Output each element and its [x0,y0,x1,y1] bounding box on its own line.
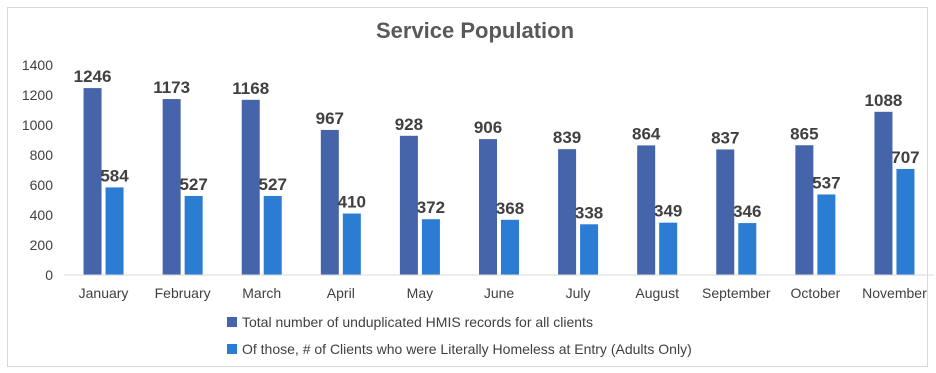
data-label: 707 [891,148,919,167]
data-label: 368 [496,199,524,218]
legend: Total number of unduplicated HMIS record… [227,314,692,357]
data-label: 837 [711,128,739,147]
bar-total-april [320,129,339,275]
bar-total-july [558,149,577,275]
y-tick-label: 1200 [22,87,53,103]
legend-swatch [227,317,237,327]
data-label: 839 [553,128,581,147]
y-tick-label: 0 [45,267,53,283]
x-tick-label: July [566,285,591,301]
bar-total-september [716,149,735,275]
bar-homeless-february [184,195,203,275]
bar-total-february [162,99,181,275]
data-label: 1168 [232,79,269,98]
x-tick-label: September [702,285,771,301]
bar-homeless-september [738,223,757,275]
bar-total-june [479,139,497,275]
data-label: 1173 [153,78,190,97]
data-labels: 1246 584 1173 527 1168 527 967 410 928 372 906 368 8… [74,67,920,222]
data-label: 410 [338,193,366,212]
data-label: 967 [316,109,344,128]
bar-total-august [637,145,656,275]
legend-label: Total number of unduplicated HMIS record… [242,314,593,330]
data-label: 865 [790,124,818,143]
bar-homeless-july [580,224,599,275]
data-label: 1088 [865,91,903,110]
bar-homeless-march [263,195,282,275]
data-label: 864 [632,124,661,143]
legend-swatch [227,344,237,354]
bar-total-october [795,145,814,275]
y-tick-label: 400 [30,207,54,223]
legend-label: Of those, # of Clients who were Literall… [242,341,692,357]
data-label: 527 [179,175,207,194]
y-axis: 0 200 400 600 800 1000 1200 1400 [22,57,53,283]
bar-homeless-october [817,194,836,275]
x-tick-label: November [862,285,927,301]
y-tick-label: 800 [30,147,54,163]
bars [83,88,915,275]
bar-total-may [399,135,418,275]
bar-homeless-january [105,187,124,275]
bar-total-november [874,111,893,275]
bar-homeless-may [421,219,440,275]
y-tick-label: 600 [30,177,54,193]
bar-total-january [83,88,102,275]
y-tick-label: 1400 [22,57,53,73]
bar-homeless-november [896,168,915,275]
chart-frame [7,7,928,367]
x-tick-label: April [327,285,355,301]
data-label: 349 [654,202,682,221]
data-label: 338 [575,203,603,222]
data-label: 906 [474,118,502,137]
x-tick-label: June [484,285,515,301]
x-axis: January February March April May June July Augu… [64,274,934,301]
bar-homeless-april [342,213,361,275]
data-label: 346 [733,202,761,221]
y-tick-label: 1000 [22,117,53,133]
bar-homeless-june [501,219,519,275]
data-label: 537 [812,173,840,192]
x-tick-label: May [407,285,433,301]
chart-title: Service Population [376,18,574,43]
data-label: 584 [100,166,129,185]
data-label: 1246 [74,67,112,86]
x-tick-label: January [79,285,129,301]
bar-homeless-august [659,222,678,275]
bar-total-march [241,99,260,275]
data-label: 372 [417,198,445,217]
data-label: 928 [395,115,423,134]
x-tick-label: August [635,285,679,301]
x-tick-label: October [790,285,840,301]
data-label: 527 [259,175,287,194]
x-tick-label: March [242,285,281,301]
y-tick-label: 200 [30,237,54,253]
x-tick-label: February [155,285,211,301]
